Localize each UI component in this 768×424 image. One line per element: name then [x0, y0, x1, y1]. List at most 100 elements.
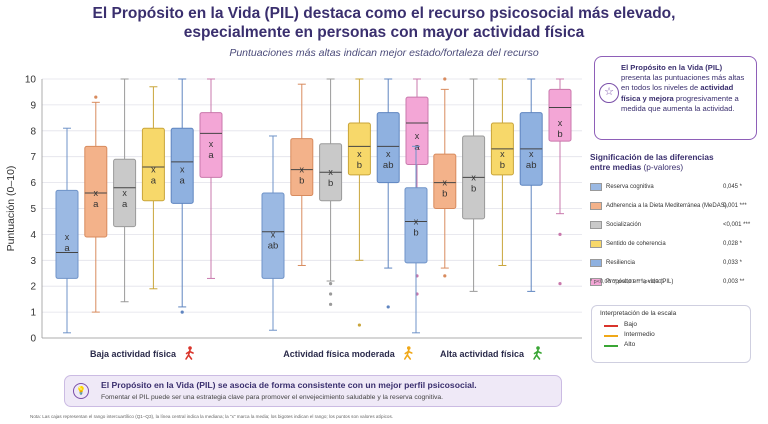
significance-letter: b	[442, 189, 447, 200]
legend-series-name: Propósito en la vida (PIL)	[606, 279, 674, 285]
scale-label: Alto	[624, 341, 636, 348]
legend-p-value: 0,045 *	[723, 184, 743, 190]
legend-swatch	[590, 259, 602, 267]
box-iqr	[261, 192, 285, 279]
legend-swatch	[590, 240, 602, 248]
significance-letter: b	[413, 227, 418, 238]
legend-p-value: 0,001 ***	[723, 203, 747, 209]
chart-title: El Propósito en la Vida (PIL) destaca co…	[0, 4, 768, 42]
outlier-point	[329, 282, 333, 286]
y-tick-label: 3	[30, 256, 36, 267]
box-iqr	[55, 189, 79, 279]
scale-title: Interpretación de la escala	[600, 310, 677, 317]
significance-title-line1: Significación de las diferencias	[590, 152, 714, 162]
outlier-point	[443, 274, 447, 278]
significance-row: Socialización <0,001 ***	[590, 220, 760, 230]
y-tick-label: 10	[25, 75, 37, 86]
legend-p-value: <0,001 ***	[723, 222, 751, 228]
box-iqr	[141, 127, 165, 202]
scale-line-swatch	[604, 324, 618, 327]
scale-item: Intermedio	[600, 330, 742, 340]
mean-marker: x	[471, 172, 476, 182]
person-walking-icon	[185, 346, 194, 360]
outlier-point	[94, 95, 98, 99]
y-tick-label: 8	[30, 126, 36, 137]
chart-title-line2: especialmente en personas con mayor acti…	[183, 24, 585, 41]
mean-marker: x	[122, 188, 127, 198]
legend-swatch	[590, 183, 602, 191]
person-walking-icon	[403, 346, 413, 360]
mean-marker: x	[443, 178, 448, 188]
callout-mid1: presenta las puntuaciones más altas en t…	[621, 73, 745, 93]
chart-subtitle: Puntuaciones más altas indican mejor est…	[229, 47, 539, 59]
significance-letter: ab	[383, 160, 394, 171]
significance-letter: ab	[268, 240, 279, 251]
conclusion-banner: 💡 El Propósito en la Vida (PIL) se asoci…	[64, 375, 562, 407]
mean-marker: x	[180, 165, 185, 175]
legend-swatch	[590, 202, 602, 210]
banner-line1: El Propósito en la Vida (PIL) se asocia …	[101, 380, 477, 390]
significance-letter: b	[328, 178, 333, 189]
outlier-point	[329, 292, 333, 296]
box-iqr	[404, 187, 428, 264]
callout-pre: El Propósito en la Vida (PIL)	[621, 63, 723, 72]
y-tick-label: 7	[30, 152, 36, 163]
y-tick-label: 2	[30, 282, 36, 293]
box-iqr	[199, 112, 223, 178]
box-iqr	[347, 122, 371, 176]
box-iqr	[113, 158, 137, 228]
callout-mid2: progresivamente a medida que aumenta la …	[621, 93, 739, 113]
significance-title: Significación de las diferencias entre m…	[590, 152, 760, 172]
scale-label: Intermedio	[624, 331, 655, 338]
box-iqr	[405, 96, 429, 165]
box-iqr	[170, 127, 194, 204]
mean-marker: x	[300, 165, 305, 175]
legend-p-value: 0,003 **	[723, 279, 745, 285]
box-iqr	[376, 112, 400, 184]
significance-title-rest: (p-valores)	[641, 162, 684, 172]
legend-swatch	[590, 221, 602, 229]
significance-letter: b	[500, 160, 505, 171]
scale-line-swatch	[604, 334, 618, 337]
y-tick-label: 1	[30, 308, 36, 319]
banner-line2: Fomentar el PIL puede ser una estrategia…	[101, 394, 444, 401]
mean-marker: x	[357, 149, 362, 159]
significance-letter: a	[122, 199, 128, 210]
outlier-point	[558, 282, 562, 286]
outlier-point	[180, 310, 184, 314]
significance-note: * p<0,05 ** p<0,01 *** p<0,001	[590, 279, 665, 285]
significance-row: Reserva cognitiva 0,045 *	[590, 182, 760, 192]
significance-letter: a	[151, 176, 157, 187]
person-running-icon	[533, 346, 542, 360]
mean-marker: x	[558, 118, 563, 128]
box-iqr	[290, 138, 314, 197]
mean-marker: x	[529, 149, 534, 159]
legend-series-name: Adherencia a la Dieta Mediterránea (MeDA…	[606, 203, 727, 209]
significance-title-line2: entre medias	[590, 162, 642, 172]
y-axis-label: Puntuación (0–10)	[5, 166, 17, 252]
significance-legend: Significación de las diferencias entre m…	[590, 152, 760, 286]
mean-marker: x	[414, 216, 419, 226]
significance-row: Sentido de coherencia 0,028 *	[590, 239, 760, 249]
box-iqr	[548, 88, 572, 142]
legend-series-name: Sentido de coherencia	[606, 241, 666, 247]
callout-bold: actividad física y mejora	[621, 83, 734, 103]
mean-marker: x	[94, 188, 99, 198]
significance-letter: a	[414, 142, 420, 153]
group-label: Baja actividad física	[90, 349, 177, 359]
y-tick-label: 0	[30, 334, 36, 345]
legend-series-name: Reserva cognitiva	[606, 184, 654, 190]
significance-letter: a	[93, 199, 99, 210]
significance-row: Propósito en la vida (PIL) 0,003 **	[590, 277, 760, 287]
significance-letter: a	[180, 176, 186, 187]
footnote: Nota: Las cajas representan el rango int…	[30, 414, 394, 419]
mean-marker: x	[209, 139, 214, 149]
legend-swatch	[590, 278, 602, 286]
y-tick-label: 6	[30, 178, 36, 189]
mean-marker: x	[500, 149, 505, 159]
significance-letter: b	[299, 176, 304, 187]
box-iqr	[84, 145, 108, 238]
star-icon: ☆	[599, 83, 619, 103]
y-tick-label: 5	[30, 204, 36, 215]
